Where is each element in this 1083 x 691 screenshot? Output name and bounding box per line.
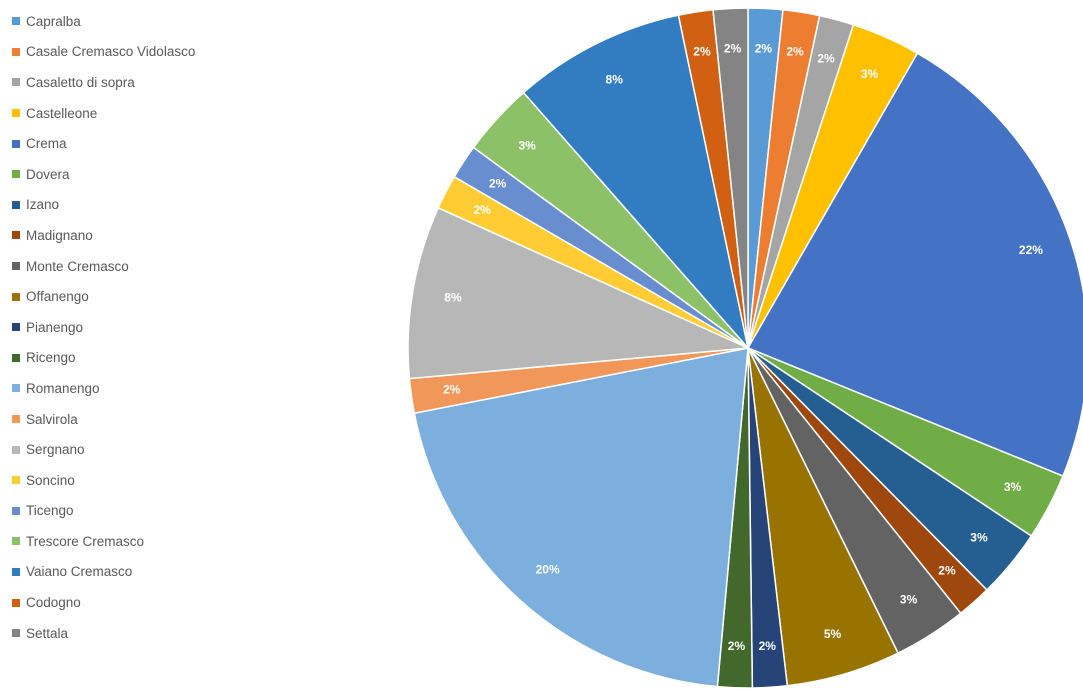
slice-data-label: 3% [970, 530, 988, 544]
slice-data-label: 2% [755, 41, 773, 55]
legend-label: Soncino [26, 472, 75, 488]
slice-data-label: 3% [1004, 480, 1022, 494]
pie-slice [407, 206, 751, 380]
legend-swatch [12, 109, 20, 118]
legend-label: Offanengo [26, 289, 89, 305]
legend-item: Sergnano [12, 434, 195, 465]
legend-swatch [12, 78, 20, 87]
legend-item: Ticengo [12, 496, 195, 527]
legend-label: Crema [26, 136, 67, 152]
legend-swatch [12, 200, 20, 209]
legend-item: Offanengo [12, 281, 195, 312]
legend-label: Casale Cremasco Vidolasco [26, 44, 196, 60]
slice-data-label: 8% [444, 290, 462, 304]
legend-swatch [12, 17, 20, 26]
slice-data-label: 2% [473, 203, 491, 217]
legend-swatch [12, 476, 20, 485]
legend-label: Pianengo [26, 319, 84, 335]
legend-item: Romanengo [12, 373, 195, 404]
slice-data-label: 22% [1019, 243, 1043, 257]
slice-data-label: 3% [861, 67, 879, 81]
legend-item: Settala [12, 618, 195, 649]
pie-slice [712, 7, 749, 349]
legend-label: Sergnano [26, 442, 85, 458]
legend-swatch [12, 537, 20, 546]
legend-swatch [12, 445, 20, 454]
legend-swatch [12, 262, 20, 271]
legend-item: Vaiano Cremasco [12, 557, 195, 588]
legend-item: Trescore Cremasco [12, 526, 195, 557]
legend-label: Izano [26, 197, 60, 213]
legend-swatch [12, 323, 20, 332]
legend-label: Romanengo [26, 380, 100, 396]
legend-swatch [12, 629, 20, 638]
slice-data-label: 2% [693, 45, 711, 59]
legend-item: Casaletto di sopra [12, 67, 195, 98]
legend-item: Codogno [12, 587, 195, 618]
legend-item: Dovera [12, 159, 195, 190]
pie-slice [522, 14, 750, 351]
legend-item: Castelleone [12, 98, 195, 129]
legend-label: Codogno [26, 595, 81, 611]
legend-item: Ricengo [12, 343, 195, 374]
legend-item: Soncino [12, 465, 195, 496]
slice-data-label: 2% [759, 639, 777, 653]
legend-label: Dovera [26, 166, 70, 182]
legend-swatch [12, 139, 20, 148]
legend-label: Settala [26, 625, 69, 641]
legend-item: Casale Cremasco Vidolasco [12, 37, 195, 68]
legend-label: Capralba [26, 13, 81, 29]
legend-item: Salvirola [12, 404, 195, 435]
legend-swatch [12, 598, 20, 607]
legend-label: Salvirola [26, 411, 78, 427]
legend-item: Capralba [12, 6, 195, 37]
legend-item: Madignano [12, 220, 195, 251]
legend-label: Ticengo [26, 503, 74, 519]
legend-item: Monte Cremasco [12, 251, 195, 282]
legend-swatch [12, 47, 20, 56]
slice-data-label: 8% [606, 73, 624, 87]
legend-swatch [12, 506, 20, 515]
slice-data-label: 2% [443, 382, 461, 396]
legend-label: Vaiano Cremasco [26, 564, 133, 580]
legend-item: Crema [12, 128, 195, 159]
legend-item: Izano [12, 190, 195, 221]
legend-swatch [12, 231, 20, 240]
legend-swatch [12, 353, 20, 362]
legend-swatch [12, 567, 20, 576]
chart-legend: Capralba Casale Cremasco Vidolasco Casalet… [12, 6, 195, 648]
slice-data-label: 2% [728, 639, 746, 653]
pie-slice [746, 52, 1083, 478]
legend-label: Madignano [26, 227, 93, 243]
legend-swatch [12, 415, 20, 424]
slice-data-label: 3% [518, 138, 536, 152]
slice-data-label: 2% [786, 45, 804, 59]
legend-label: Ricengo [26, 350, 76, 366]
legend-swatch [12, 384, 20, 393]
pie-slice [413, 347, 749, 688]
slice-data-label: 20% [536, 562, 560, 576]
legend-item: Pianengo [12, 312, 195, 343]
legend-label: Castelleone [26, 105, 98, 121]
legend-swatch [12, 170, 20, 179]
slice-data-label: 2% [817, 51, 835, 65]
slice-data-label: 2% [938, 564, 956, 578]
legend-label: Casaletto di sopra [26, 74, 135, 90]
legend-label: Monte Cremasco [26, 258, 129, 274]
legend-label: Trescore Cremasco [26, 533, 145, 549]
slice-data-label: 3% [900, 593, 918, 607]
slice-data-label: 2% [489, 176, 507, 190]
slice-data-label: 2% [724, 41, 742, 55]
legend-swatch [12, 292, 20, 301]
slice-data-label: 5% [824, 627, 842, 641]
